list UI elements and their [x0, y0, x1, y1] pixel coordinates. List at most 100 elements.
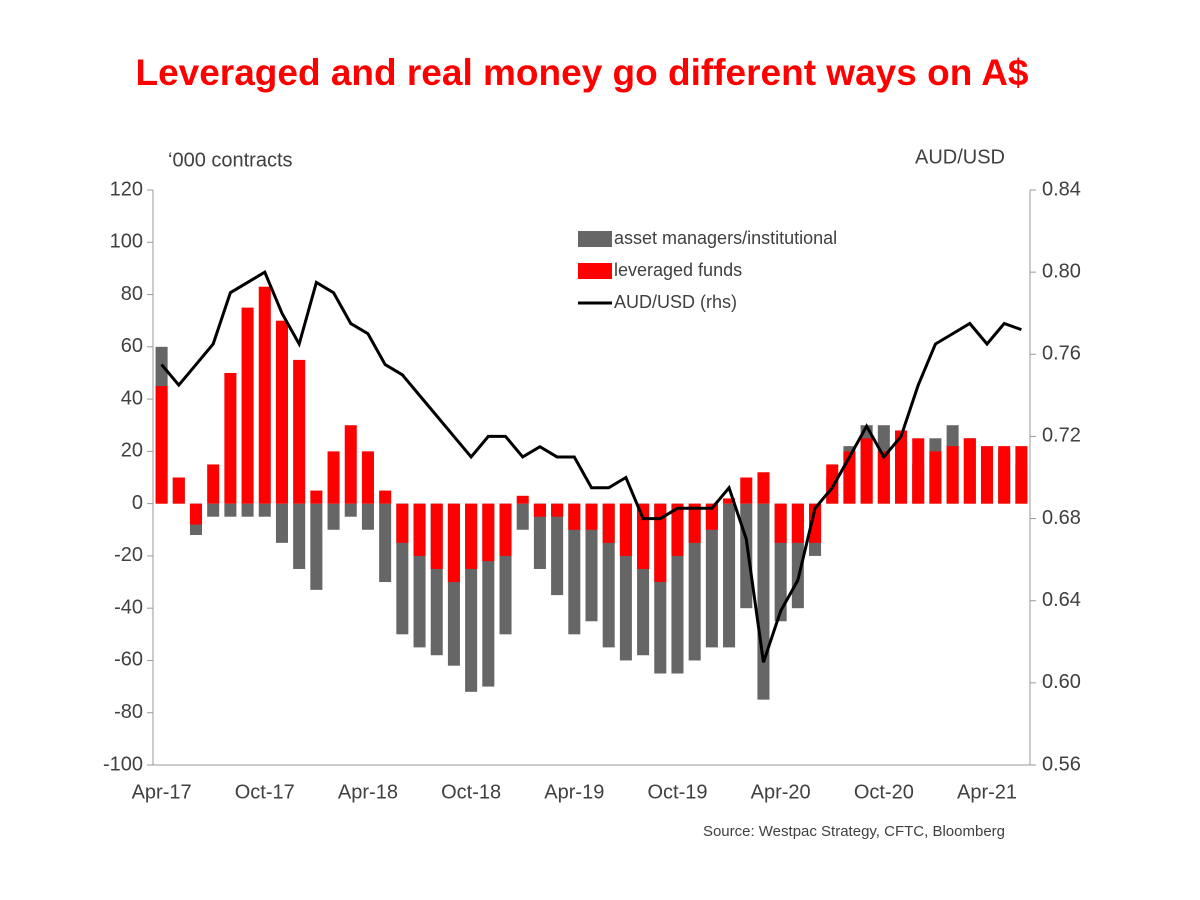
bar — [791, 503, 804, 543]
y-tick-label: 40 — [121, 387, 143, 409]
y-tick-label: -100 — [103, 753, 143, 775]
bar — [1015, 446, 1028, 504]
bar — [757, 472, 770, 504]
chart-title: Leveraged and real money go different wa… — [135, 52, 1028, 93]
y-tick-label: -20 — [114, 544, 143, 566]
bar — [946, 446, 959, 504]
bar — [172, 477, 185, 504]
bar — [723, 498, 736, 504]
bar — [310, 490, 323, 504]
bar — [344, 503, 357, 517]
y2-tick-label: 0.84 — [1042, 178, 1081, 200]
bar — [688, 503, 701, 543]
x-tick-label: Apr-20 — [751, 781, 811, 803]
bar — [533, 503, 546, 569]
bar — [224, 503, 237, 517]
bar — [379, 503, 392, 583]
bar — [310, 503, 323, 590]
bar — [327, 503, 340, 530]
bar — [602, 503, 615, 543]
y2-tick-label: 0.56 — [1042, 753, 1081, 775]
legend-label: asset managers/institutional — [614, 228, 837, 248]
y2-tick-label: 0.72 — [1042, 425, 1081, 447]
bar — [413, 503, 426, 556]
y-tick-label: -40 — [114, 596, 143, 618]
bar — [482, 503, 495, 562]
bar — [860, 438, 873, 504]
bar — [275, 503, 288, 543]
bar — [912, 438, 925, 504]
bar — [826, 464, 839, 504]
y2-tick-label: 0.68 — [1042, 507, 1081, 529]
bar — [895, 430, 908, 504]
bar — [361, 503, 374, 530]
x-tick-label: Oct-19 — [647, 781, 707, 803]
y-axis-label: ‘000 contracts — [168, 149, 293, 171]
bar — [551, 503, 564, 596]
bar — [877, 451, 890, 504]
bar — [740, 503, 753, 609]
x-tick-label: Apr-17 — [132, 781, 192, 803]
y2-axis-label: AUD/USD — [915, 146, 1005, 168]
y-tick-label: 100 — [110, 231, 143, 253]
x-tick-label: Oct-20 — [854, 781, 914, 803]
bar — [241, 503, 254, 517]
y-tick-label: -80 — [114, 701, 143, 723]
bar — [258, 503, 271, 517]
bar — [533, 503, 546, 517]
bar — [293, 503, 306, 569]
bar — [258, 286, 271, 504]
bar — [224, 372, 237, 504]
bar — [963, 438, 976, 504]
bar — [379, 490, 392, 504]
bar — [361, 451, 374, 504]
bar — [499, 503, 512, 556]
bar — [551, 503, 564, 517]
legend-swatch — [578, 231, 612, 247]
bar — [344, 425, 357, 504]
legend-label: AUD/USD (rhs) — [614, 292, 737, 312]
x-tick-label: Oct-18 — [441, 781, 501, 803]
bar — [568, 503, 581, 635]
x-tick-label: Oct-17 — [235, 781, 295, 803]
y-tick-label: 120 — [110, 178, 143, 200]
bar — [155, 386, 168, 504]
bar — [998, 446, 1011, 504]
y2-tick-label: 0.80 — [1042, 260, 1081, 282]
bar — [207, 464, 220, 504]
bar — [740, 477, 753, 504]
bar — [465, 503, 478, 569]
bar — [516, 495, 529, 504]
bar — [447, 503, 460, 583]
y-tick-label: 0 — [132, 492, 143, 514]
bar — [705, 503, 718, 648]
bar — [585, 503, 598, 622]
bar — [189, 503, 203, 525]
bar — [774, 503, 787, 543]
y2-tick-label: 0.60 — [1042, 671, 1081, 693]
bar — [619, 503, 632, 556]
bar — [327, 451, 340, 504]
source-note: Source: Westpac Strategy, CFTC, Bloomber… — [703, 823, 1005, 840]
bar — [568, 503, 581, 530]
y-tick-label: 20 — [121, 440, 143, 462]
bar — [654, 503, 667, 583]
line — [160, 269, 1022, 663]
legend-swatch — [578, 263, 612, 279]
bar — [705, 503, 718, 530]
bar — [671, 503, 684, 556]
bar — [293, 359, 306, 504]
bar — [275, 320, 288, 504]
bar — [637, 503, 650, 569]
y-tick-label: 80 — [121, 283, 143, 305]
bar — [396, 503, 409, 543]
bar — [929, 451, 942, 504]
x-tick-label: Apr-21 — [957, 781, 1017, 803]
bar — [809, 503, 822, 543]
bar — [207, 503, 220, 517]
y-tick-label: 60 — [121, 335, 143, 357]
y2-tick-label: 0.76 — [1042, 343, 1081, 365]
x-tick-label: Apr-19 — [544, 781, 604, 803]
